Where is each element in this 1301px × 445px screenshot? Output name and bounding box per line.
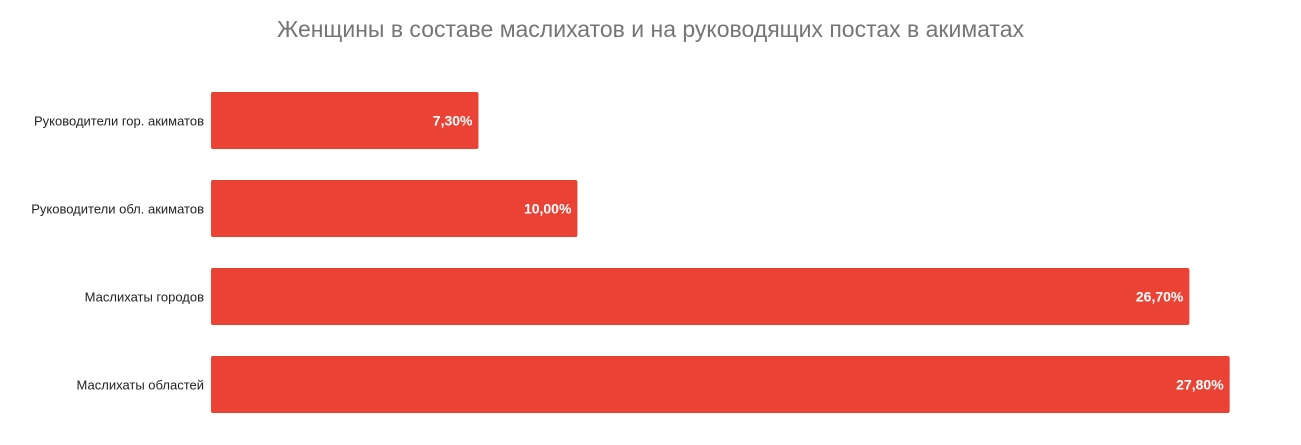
data-label: 7,30%	[433, 113, 473, 129]
bar	[211, 92, 479, 149]
data-label: 27,80%	[1176, 377, 1224, 393]
chart-title: Женщины в составе маслихатов и на руково…	[276, 16, 1025, 42]
category-label: Руководители гор. акиматов	[34, 114, 204, 129]
data-label: 26,70%	[1136, 289, 1184, 305]
data-label: 10,00%	[524, 201, 572, 217]
category-label: Маслихаты городов	[85, 290, 204, 305]
bar	[211, 180, 578, 237]
bar	[211, 356, 1230, 413]
category-label: Руководители обл. акиматов	[31, 202, 204, 217]
category-label: Маслихаты областей	[77, 378, 204, 393]
bar	[211, 268, 1190, 325]
